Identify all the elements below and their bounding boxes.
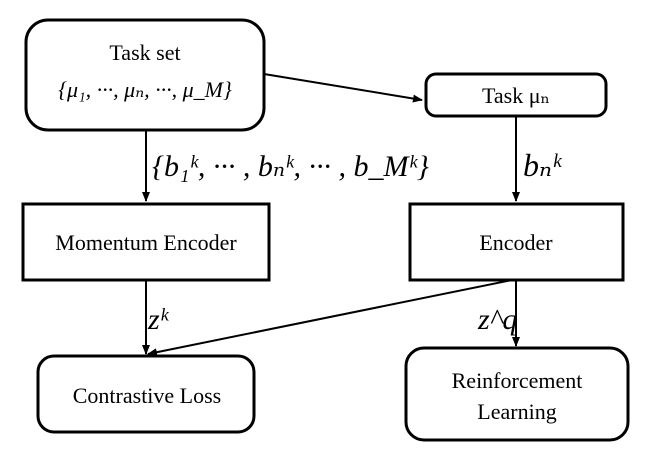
- momentum-encoder-node: Momentum Encoder: [21, 202, 271, 282]
- encoder-label: Encoder: [479, 230, 553, 255]
- momentum-encoder-label: Momentum Encoder: [55, 230, 237, 255]
- b-set-label: {b₁ᵏ, ··· , bₙᵏ, ··· , b_Mᵏ}: [152, 150, 429, 183]
- contrastive-loss-label: Contrastive Loss: [73, 383, 222, 408]
- task-mu-n-node: Task μₙ: [424, 72, 608, 118]
- z-k-label: zᵏ: [147, 303, 170, 336]
- z-q-label: z^q: [477, 303, 517, 336]
- encoder-node: Encoder: [408, 202, 625, 282]
- reinforcement-learning-node: Reinforcement Learning: [404, 346, 630, 442]
- reinforcement-learning-line1: Reinforcement: [452, 368, 583, 393]
- task-set-title: Task set: [109, 40, 180, 65]
- b-n-k-label: bₙᵏ: [523, 147, 563, 183]
- reinforcement-learning-line2: Learning: [477, 399, 556, 424]
- task-set-subtitle: {μ₁, ···, μₙ, ···, μ_M}: [58, 77, 232, 102]
- arrow-encoder-to-loss: [147, 279, 513, 357]
- arrow-taskset-to-task: [263, 73, 423, 103]
- task-set-node: Task set {μ₁, ···, μₙ, ···, μ_M}: [24, 18, 266, 132]
- task-mu-n-label: Task μₙ: [482, 83, 550, 108]
- contrastive-loss-node: Contrastive Loss: [36, 354, 256, 434]
